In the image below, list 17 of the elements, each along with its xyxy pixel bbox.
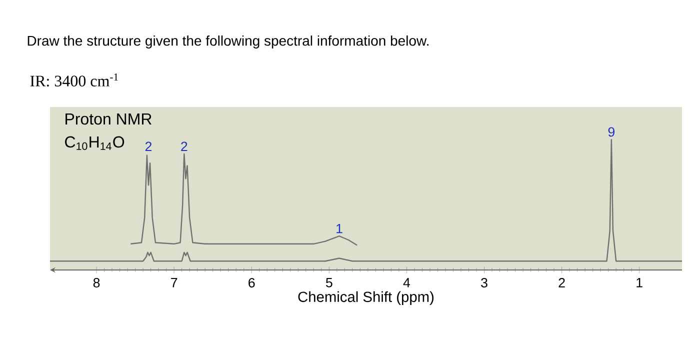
text: IR: 3400 cm$^{-1}$ — [30, 73, 118, 87]
x-tick-label: 8 — [93, 278, 100, 288]
x-tick-label: 2 — [558, 278, 565, 288]
x-tick-label: 4 — [403, 278, 410, 288]
annotation: 2 — [145, 142, 152, 151]
x-tick-label: 6 — [248, 278, 255, 288]
annotation: 9 — [608, 127, 615, 137]
annotation: 1 — [336, 224, 342, 234]
annotation: 2 — [181, 142, 188, 151]
text: Proton NMR — [66, 113, 152, 125]
x-axis-title: Chemical Shift (ppm) — [298, 291, 434, 305]
x-tick-label: 1 — [636, 278, 642, 288]
annotation: C$_{10}$H$_{14}$O — [65, 136, 124, 150]
x-tick-label: 7 — [171, 278, 178, 288]
chart-title: Draw the structure given the following spectral information below. — [28, 35, 428, 49]
x-tick-label: 5 — [326, 278, 332, 288]
x-tick-label: 3 — [481, 278, 488, 288]
